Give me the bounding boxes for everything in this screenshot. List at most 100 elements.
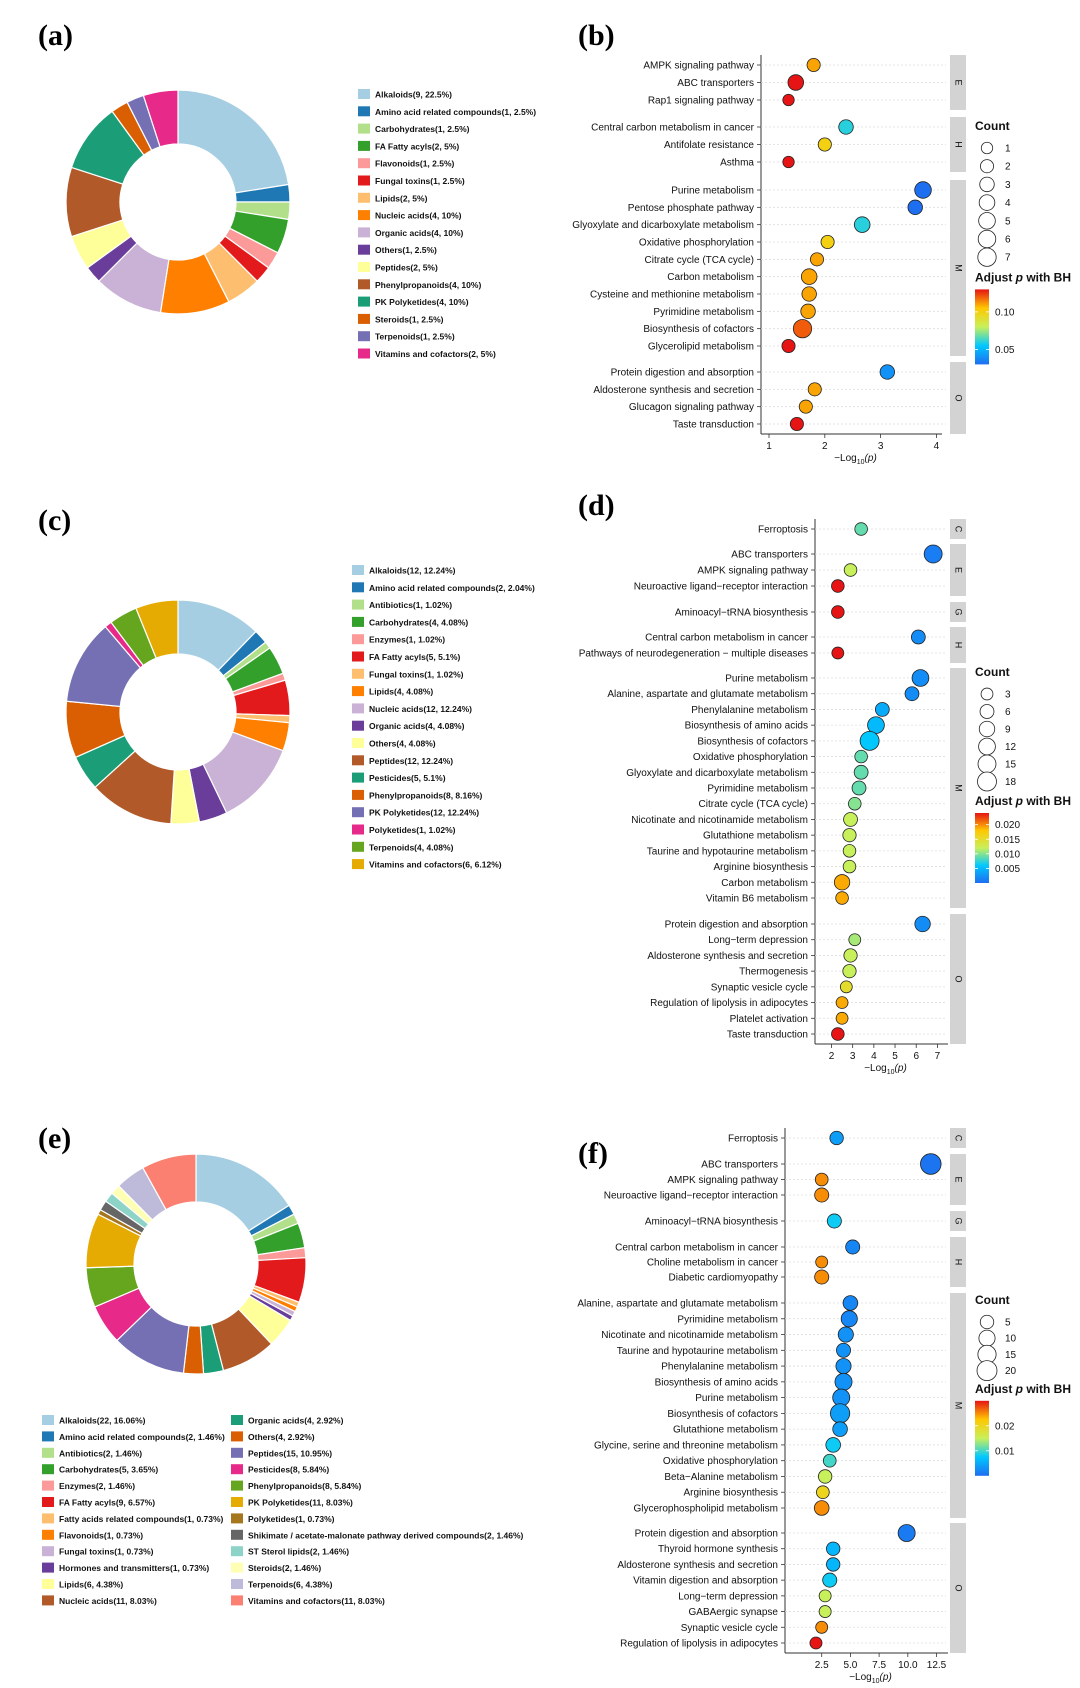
pathway-label: AMPK signaling pathway xyxy=(643,61,754,72)
x-tick-label: 5 xyxy=(892,1051,898,1062)
data-point xyxy=(848,933,862,947)
facet-strip-label: O xyxy=(954,394,964,401)
legend-label: Fungal toxins(1, 0.73%) xyxy=(59,1547,154,1557)
legend-label: ST Sterol lipids(2, 1.46%) xyxy=(248,1547,349,1557)
legend-label: Others(1, 2.5%) xyxy=(375,245,437,255)
color-bar xyxy=(975,813,989,883)
data-point xyxy=(831,579,845,593)
legend-label: PK Polyketides(4, 10%) xyxy=(375,297,469,307)
legend-label: Flavonoids(1, 2.5%) xyxy=(375,159,455,169)
data-point xyxy=(814,1269,830,1285)
legend-swatch xyxy=(231,1464,243,1475)
legend-label: PK Polyketides(12, 12.24%) xyxy=(369,808,479,818)
color-legend-title-part: with xyxy=(1023,270,1050,284)
pathway-label: Central carbon metabolism in cancer xyxy=(591,123,755,134)
facet-strip-label: C xyxy=(954,1135,964,1142)
pathway-label: Citrate cycle (TCA cycle) xyxy=(645,255,754,266)
legend-label: PK Polyketides(11, 8.03%) xyxy=(248,1498,353,1508)
pathway-label: AMPK signaling pathway xyxy=(697,566,808,577)
color-bar-label: 0.02 xyxy=(995,1421,1015,1432)
legend-swatch xyxy=(352,565,364,575)
legend-swatch xyxy=(352,634,364,645)
legend-swatch xyxy=(352,703,364,714)
size-legend-circle xyxy=(977,229,997,249)
legend-swatch xyxy=(231,1579,243,1589)
legend-label: Vitamins and cofactors(2, 5%) xyxy=(375,349,496,359)
pathway-label: Glyoxylate and dicarboxylate metabolism xyxy=(626,768,808,779)
x-axis-title-part: −Log xyxy=(834,453,857,464)
x-tick-label: 4 xyxy=(934,441,940,452)
legend-swatch xyxy=(231,1513,243,1524)
legend-label: Terpenoids(4, 4.08%) xyxy=(369,842,454,852)
x-tick-label: 3 xyxy=(850,1051,856,1062)
legend-label: Nucleic acids(11, 8.03%) xyxy=(59,1596,157,1606)
size-legend-circle xyxy=(979,704,995,719)
legend-swatch xyxy=(231,1529,243,1540)
size-legend-label: 1 xyxy=(1005,144,1011,155)
legend-label: Pesticides(5, 5.1%) xyxy=(369,773,446,783)
data-point xyxy=(914,915,931,933)
x-axis-title: −Log10(p) xyxy=(864,1063,907,1076)
facet-strip xyxy=(950,1293,966,1518)
legend-label: Polyketides(1, 0.73%) xyxy=(248,1514,335,1524)
x-tick-label: 3 xyxy=(878,441,884,452)
legend-label: Lipids(4, 4.08%) xyxy=(369,687,433,697)
panel-label: (a) xyxy=(38,19,73,52)
pathway-label: Choline metabolism in cancer xyxy=(647,1258,779,1269)
data-point xyxy=(910,629,926,645)
x-tick-label: 2.5 xyxy=(815,1660,829,1671)
data-point xyxy=(782,155,795,169)
facet-strip xyxy=(950,1237,966,1287)
color-bar-label: 0.005 xyxy=(995,864,1020,875)
pathway-label: Thyroid hormone synthesis xyxy=(658,1544,778,1555)
color-bar-label: 0.010 xyxy=(995,849,1020,860)
legend-label: Amino acid related compounds(2, 1.46%) xyxy=(59,1432,225,1442)
data-point xyxy=(826,1213,842,1229)
data-point xyxy=(789,417,804,431)
pathway-label: Oxidative phosphorylation xyxy=(639,238,754,249)
color-legend-title: Adjust p with BH xyxy=(975,1382,1071,1396)
data-point xyxy=(914,181,932,199)
legend-label: Hormones and transmitters(1, 0.73%) xyxy=(59,1563,209,1573)
facet-strip-label: M xyxy=(954,264,964,272)
x-tick-label: 2 xyxy=(822,441,828,452)
legend-label: Terpenoids(6, 4.38%) xyxy=(248,1580,333,1590)
data-point xyxy=(911,669,930,687)
pathway-label: Protein digestion and absorption xyxy=(665,920,808,931)
pathway-label: Long−term depression xyxy=(708,935,808,946)
facet-strip xyxy=(950,627,966,663)
size-legend-circle xyxy=(978,1329,996,1347)
data-point xyxy=(814,1172,829,1187)
data-point xyxy=(838,119,854,135)
legend-label: Others(4, 4.08%) xyxy=(369,739,436,749)
legend-swatch xyxy=(358,140,370,151)
legend-label: Alkaloids(12, 12.24%) xyxy=(369,566,456,576)
pathway-label: Regulation of lipolysis in adipocytes xyxy=(650,998,808,1009)
size-legend-circle xyxy=(978,737,996,756)
data-point xyxy=(920,1153,942,1175)
legend-label: Polyketides(1, 1.02%) xyxy=(369,825,456,835)
legend-swatch xyxy=(358,106,370,117)
legend-swatch xyxy=(358,192,370,203)
pathway-label: Pathways of neurodegeneration − multiple… xyxy=(579,649,808,660)
legend-label: Antibiotics(2, 1.46%) xyxy=(59,1448,142,1458)
pathway-label: Aldosterone synthesis and secretion xyxy=(617,1560,778,1571)
legend-swatch xyxy=(42,1546,54,1557)
legend-swatch xyxy=(352,668,364,679)
legend-label: Nucleic acids(12, 12.24%) xyxy=(369,704,472,714)
size-legend-circle xyxy=(978,194,996,211)
pathway-label: Beta−Alanine metabolism xyxy=(664,1472,778,1483)
x-tick-label: 7.5 xyxy=(872,1660,886,1671)
data-point xyxy=(842,1295,859,1311)
data-point xyxy=(822,1572,838,1588)
pathway-label: ABC transporters xyxy=(731,550,808,561)
size-legend-title: Count xyxy=(975,1293,1010,1307)
facet-strip-label: C xyxy=(954,526,964,533)
facet-strip-label: E xyxy=(954,79,964,85)
pathway-label: Vitamin B6 metabolism xyxy=(706,894,808,905)
size-legend-label: 6 xyxy=(1005,707,1011,718)
pathway-label: Aminoacyl−tRNA biosynthesis xyxy=(675,608,808,619)
x-axis-title-part: (p) xyxy=(880,1672,892,1683)
data-point xyxy=(814,1187,830,1203)
color-legend-title-part: p xyxy=(1012,1382,1023,1396)
